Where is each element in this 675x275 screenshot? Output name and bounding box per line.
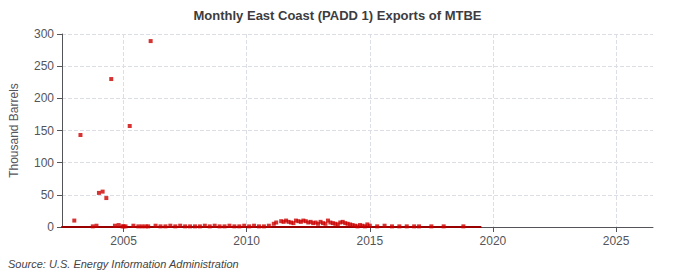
svg-text:0: 0: [47, 220, 54, 234]
svg-text:2015: 2015: [356, 234, 383, 248]
svg-text:2025: 2025: [603, 234, 630, 248]
svg-text:2010: 2010: [233, 234, 260, 248]
svg-text:2020: 2020: [480, 234, 507, 248]
svg-text:100: 100: [34, 156, 54, 170]
svg-text:250: 250: [34, 59, 54, 73]
svg-text:Thousand Barrels: Thousand Barrels: [7, 83, 21, 178]
svg-text:150: 150: [34, 124, 54, 138]
svg-text:50: 50: [41, 188, 55, 202]
svg-text:Monthly East Coast (PADD 1) Ex: Monthly East Coast (PADD 1) Exports of M…: [194, 8, 482, 23]
svg-text:Source: U.S. Energy Informatio: Source: U.S. Energy Information Administ…: [8, 258, 239, 270]
svg-text:200: 200: [34, 91, 54, 105]
svg-text:300: 300: [34, 27, 54, 41]
svg-text:2005: 2005: [110, 234, 137, 248]
